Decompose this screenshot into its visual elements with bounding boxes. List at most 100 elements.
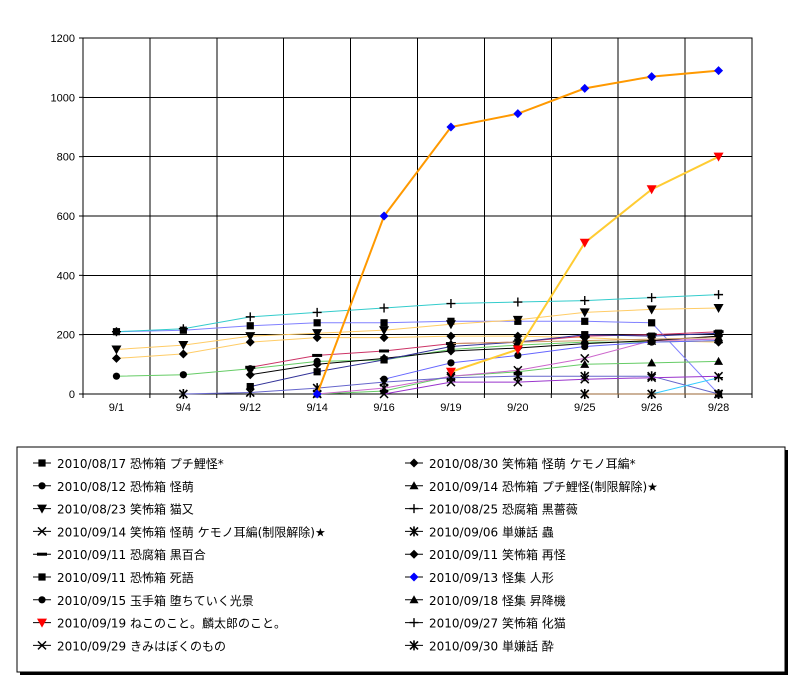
x-tick-label: 9/12 [240,402,261,414]
data-point [379,389,389,399]
legend-item: 2010/09/11 恐怖箱 死語 [33,570,194,585]
data-point [647,371,657,382]
legend-box [16,446,786,673]
data-point [580,83,590,93]
data-point [379,303,389,313]
data-point [447,359,455,367]
data-point [512,315,523,325]
data-point [313,368,321,376]
data-point [379,326,390,336]
legend-item: 2010/09/11 恐腐箱 黒百合 [33,547,206,562]
y-tick-label: 1200 [51,33,75,45]
series-line [384,375,719,395]
series-line [116,335,719,359]
x-tick-label: 9/14 [306,402,327,414]
legend-marker [409,595,419,604]
series-line [250,332,719,388]
data-point [245,312,255,322]
legend-marker [409,504,419,514]
data-point [646,305,657,315]
data-point [445,320,456,330]
data-point [714,371,724,381]
data-point [178,389,188,399]
legend-marker [37,618,47,628]
y-tick-label: 0 [69,389,75,401]
series-18 [580,389,724,399]
data-point [379,349,390,353]
data-point [580,389,590,399]
data-point [513,377,523,387]
legend-label: 2010/09/13 怪集 人形 [429,570,554,585]
x-tick-label: 9/20 [507,402,528,414]
data-point [647,358,657,367]
series-15 [445,152,724,377]
series-lines [111,66,724,399]
legend-label: 2010/08/25 恐腐箱 黒薔薇 [429,502,578,517]
legend-item: 2010/08/17 恐怖箱 プチ鯉怪* [33,456,224,471]
legend-label: 2010/08/30 笑怖箱 怪萌 ケモノ耳編* [429,456,636,471]
x-tick-label: 9/25 [574,402,595,414]
legend-item: 2010/09/30 単嫌話 酔 [405,638,554,653]
legend-item: 2010/09/29 きみはぼくのもの [33,639,226,653]
legend-item: 2010/08/12 恐怖箱 怪萌 [33,479,194,494]
data-point [178,341,189,351]
legend-shadow [785,450,788,675]
data-point [513,337,523,346]
data-point [647,373,657,383]
data-point [714,290,724,300]
data-point [714,66,724,76]
data-point [580,296,590,306]
data-point [714,373,724,383]
data-point [713,152,724,162]
data-point [312,389,322,399]
data-point [179,371,187,379]
series-line [116,307,719,350]
legend-item: 2010/09/27 笑怖箱 化猫 [405,616,566,631]
legend-item: 2010/09/14 笑怖箱 怪萌 ケモノ耳編(制限解除)★ [33,524,326,539]
data-point [648,319,656,327]
legend-label: 2010/08/23 笑怖箱 猫又 [57,502,194,517]
legend-label: 2010/09/18 怪集 昇降機 [429,593,566,608]
series-17 [379,371,724,399]
data-point [312,353,323,357]
legend-item: 2010/08/23 笑怖箱 猫又 [33,502,194,517]
legend-marker [37,526,47,536]
data-point [380,319,388,327]
data-point [245,332,256,342]
legend-label: 2010/09/11 恐怖箱 死語 [57,570,194,585]
y-tick-label: 600 [57,211,75,223]
series-line [116,294,719,333]
data-point [714,333,724,342]
series-line [383,340,719,380]
data-point [313,319,321,327]
legend-marker [409,640,419,651]
legend-marker [409,481,419,490]
data-point [513,109,523,119]
data-point [111,345,122,355]
data-point [245,337,255,347]
data-point [246,382,254,391]
data-point [379,333,389,343]
legend-marker [38,596,46,604]
data-point [312,307,322,317]
legend-label: 2010/09/14 笑怖箱 怪萌 ケモノ耳編(制限解除)★ [57,524,326,539]
data-point [513,331,523,341]
data-point [579,238,590,248]
data-point [178,349,188,359]
legend-label: 2010/09/06 単嫌話 蟲 [429,524,554,539]
legend-shadow [20,672,788,675]
x-tick-label: 9/28 [708,402,729,414]
data-point [446,377,456,387]
series-line [651,377,719,395]
y-tick-label: 400 [57,270,75,282]
legend-item: 2010/09/15 玉手箱 堕ちていく光景 [33,593,254,608]
data-point [647,389,657,399]
data-point [380,356,388,364]
data-point [312,359,322,369]
data-point [646,185,657,195]
series-13 [380,337,723,383]
x-tick-label: 9/16 [373,402,394,414]
data-point [714,356,724,365]
legend-marker [409,572,419,582]
